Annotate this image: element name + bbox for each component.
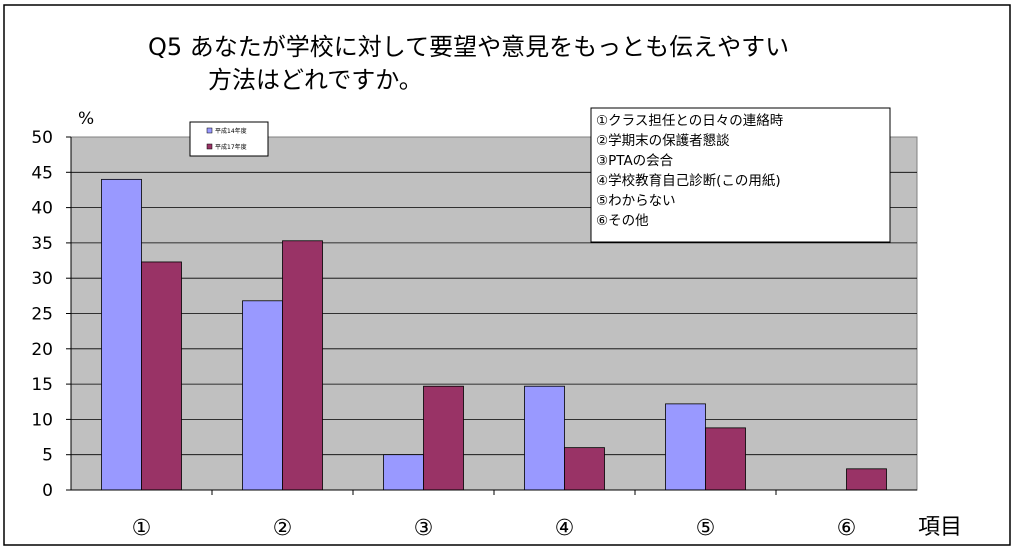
chart-title-line1: Q5 あなたが学校に対して要望や意見をもっとも伝えやすい	[148, 33, 789, 61]
item-key-1: ①クラス担任との日々の連絡時	[596, 113, 784, 129]
y-tick-label: 25	[31, 305, 53, 325]
x-category-label: ③	[414, 516, 434, 541]
item-key-4: ④学校教育自己診断(この用紙)	[596, 172, 781, 189]
series-legend-box	[189, 121, 269, 157]
item-key-6: ⑥その他	[596, 213, 649, 229]
item-key-2: ②学期末の保護者懇談	[596, 133, 730, 149]
x-category-label: ⑤	[696, 516, 716, 541]
bar-series-2-item-2	[282, 240, 323, 491]
bars	[101, 178, 887, 491]
y-tick-label: 40	[31, 199, 53, 219]
item-key: ①クラス担任との日々の連絡時 ②学期末の保護者懇談 ③PTAの会合 ④学校教育自…	[590, 107, 891, 243]
bar-series-2-item-5	[705, 427, 746, 491]
bar-series-1-item-5	[665, 403, 706, 491]
legend-label-series-1: 平成14年度	[215, 127, 247, 135]
x-category-label: ②	[273, 516, 293, 541]
item-key-5: ⑤わからない	[596, 193, 676, 209]
x-axis-categories: ① ② ③ ④ ⑤ ⑥	[132, 490, 857, 541]
y-tick-label: 20	[31, 340, 53, 360]
y-axis-label: %	[78, 109, 94, 129]
x-category-label: ①	[132, 516, 152, 541]
legend-swatch-series-2	[206, 143, 213, 150]
bar-series-2-item-3	[423, 385, 464, 491]
y-tick-label: 50	[31, 128, 53, 148]
x-category-label: ⑥	[837, 516, 857, 541]
bar-series-1-item-1	[101, 178, 142, 491]
item-key-3: ③PTAの会合	[596, 153, 674, 169]
x-category-label: ④	[555, 516, 575, 541]
y-tick-label: 30	[31, 269, 53, 289]
bar-series-2-item-1	[141, 261, 182, 491]
bar-series-2-item-4	[564, 447, 605, 491]
bar-series-1-item-4	[524, 385, 565, 491]
y-tick-label: 45	[31, 163, 53, 183]
bar-series-1-item-3	[383, 454, 424, 491]
y-axis-ticks: 0 5 10 15 20 25 30 35 40 45 50	[31, 128, 71, 501]
y-tick-label: 35	[31, 234, 53, 254]
legend-label-series-2: 平成17年度	[215, 143, 247, 151]
legend-swatch-series-1	[206, 127, 213, 134]
y-tick-label: 10	[31, 410, 53, 430]
series-legend: 平成14年度 平成17年度	[189, 121, 269, 157]
y-tick-label: 15	[31, 375, 53, 395]
x-axis-label: 項目	[918, 515, 962, 540]
item-key-box	[590, 107, 891, 243]
chart-title-line2: 方法はどれですか。	[208, 66, 423, 94]
bar-series-2-item-6	[846, 468, 887, 491]
y-tick-label: 0	[42, 481, 53, 501]
y-tick-label: 5	[42, 446, 53, 466]
bar-series-1-item-2	[242, 300, 283, 491]
